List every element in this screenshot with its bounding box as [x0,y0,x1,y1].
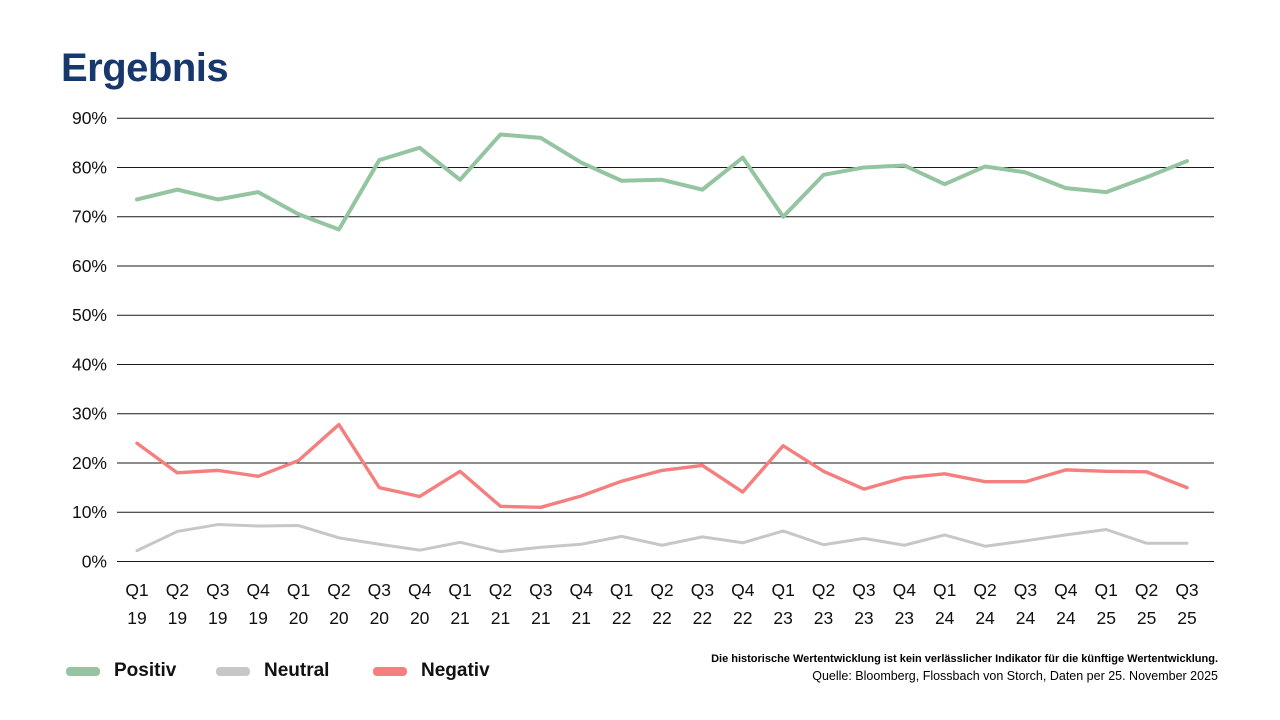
x-tick-quarter: Q1 [448,580,471,600]
x-tick-year: 25 [1096,608,1115,628]
x-tick-year: 23 [773,608,792,628]
x-tick-year: 22 [733,608,752,628]
x-tick-year: 21 [531,608,550,628]
legend-item-neutral: Neutral [216,660,329,682]
x-tick-year: 19 [127,608,146,628]
y-tick-label: 60% [72,256,107,276]
x-tick-year: 24 [935,608,955,628]
x-tick-quarter: Q2 [1135,580,1158,600]
x-tick-year: 21 [571,608,590,628]
x-tick-quarter: Q2 [327,580,350,600]
x-tick-quarter: Q1 [771,580,794,600]
legend-label-negativ: Negativ [421,660,490,681]
x-tick-year: 22 [612,608,631,628]
gridlines [117,117,1214,562]
x-tick-quarter: Q1 [287,580,310,600]
series-line-neutral [135,523,1189,554]
page-title: Ergebnis [61,46,229,90]
x-tick-year: 20 [410,608,430,628]
x-tick-quarter: Q4 [1054,580,1078,600]
chart-legend: Positiv Neutral Negativ [0,660,700,690]
x-tick-year: 25 [1177,608,1196,628]
x-tick-quarter: Q3 [206,580,229,600]
x-tick-year: 25 [1137,608,1156,628]
x-tick-year: 22 [652,608,671,628]
y-tick-label: 80% [72,157,107,177]
series-line-negativ [135,422,1189,510]
y-axis-labels: 0% 10% 20% 30% 40% 50% 60% 70% 80% 90% [72,108,107,571]
x-tick-year: 23 [895,608,914,628]
x-tick-quarter: Q2 [973,580,996,600]
y-tick-label: 30% [72,404,107,424]
x-tick-year: 20 [289,608,309,628]
y-tick-label: 0% [82,552,107,572]
y-tick-label: 40% [72,354,107,374]
negativ-swatch-icon [373,666,407,676]
x-tick-year: 21 [450,608,469,628]
x-tick-year: 24 [975,608,995,628]
x-tick-year: 19 [248,608,267,628]
x-tick-year: 23 [814,608,833,628]
y-tick-label: 20% [72,453,107,473]
y-tick-label: 50% [72,305,107,325]
source-text: Quelle: Bloomberg, Flossbach von Storch,… [812,669,1218,683]
x-tick-quarter: Q3 [368,580,391,600]
y-tick-label: 70% [72,207,107,227]
x-tick-year: 22 [693,608,712,628]
y-tick-label: 10% [72,502,107,522]
y-tick-label: 90% [72,108,107,128]
x-tick-quarter: Q3 [529,580,552,600]
x-tick-quarter: Q3 [691,580,714,600]
x-tick-quarter: Q3 [852,580,875,600]
x-tick-quarter: Q4 [246,580,270,600]
x-tick-quarter: Q1 [610,580,633,600]
x-tick-quarter: Q4 [408,580,432,600]
neutral-swatch-icon [216,666,250,676]
legend-label-positiv: Positiv [114,660,177,681]
legend-item-negativ: Negativ [373,660,490,682]
x-tick-quarter: Q1 [933,580,956,600]
x-tick-quarter: Q3 [1014,580,1037,600]
x-tick-year: 24 [1016,608,1036,628]
x-tick-quarter: Q2 [489,580,512,600]
x-tick-year: 20 [329,608,349,628]
x-tick-year: 24 [1056,608,1076,628]
x-tick-year: 21 [491,608,510,628]
disclaimer-text: Die historische Wertentwicklung ist kein… [711,653,1218,665]
x-tick-quarter: Q3 [1175,580,1198,600]
series-line-positiv [135,132,1189,232]
x-tick-year: 23 [854,608,873,628]
x-tick-year: 20 [370,608,390,628]
legend-item-positiv: Positiv [66,660,176,682]
x-tick-quarter: Q2 [812,580,835,600]
x-axis-labels: Q1 19 Q2 19 Q3 19 Q4 19 Q1 20 Q2 20 Q3 20 Q4 20 Q1 21 Q2 21… [125,580,1198,628]
x-tick-quarter: Q2 [166,580,189,600]
x-tick-year: 19 [208,608,227,628]
x-tick-quarter: Q4 [893,580,917,600]
positiv-swatch-icon [66,666,100,676]
x-tick-quarter: Q2 [650,580,673,600]
x-tick-year: 19 [168,608,187,628]
footnote: Die historische Wertentwicklung ist kein… [711,651,1218,686]
x-tick-quarter: Q1 [1095,580,1118,600]
x-tick-quarter: Q1 [125,580,148,600]
x-tick-quarter: Q4 [731,580,755,600]
legend-label-neutral: Neutral [264,660,330,681]
x-tick-quarter: Q4 [570,580,594,600]
